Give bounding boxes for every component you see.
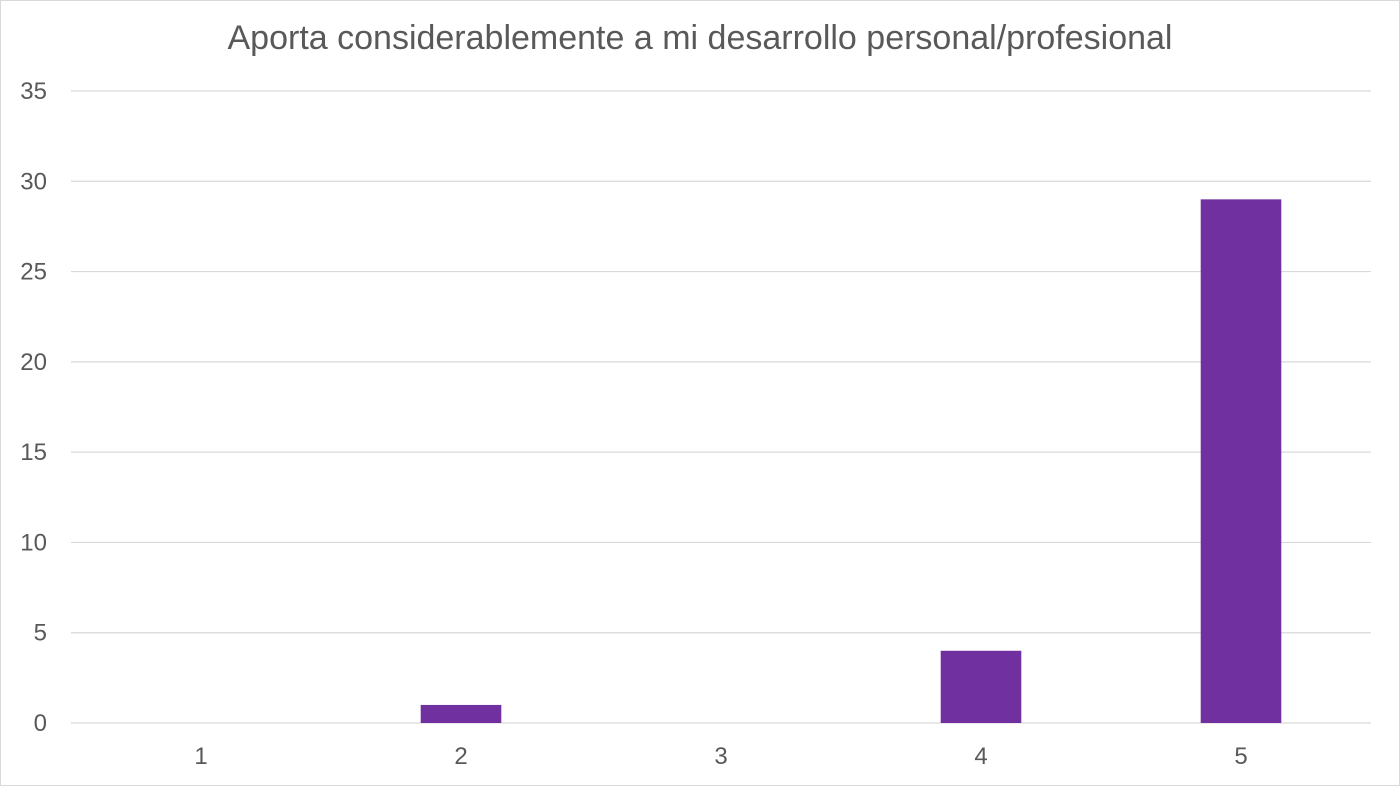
y-tick-label: 10	[20, 529, 47, 556]
bar-5	[1200, 199, 1282, 724]
x-tick-label: 1	[194, 743, 207, 770]
bar-2	[420, 704, 502, 723]
y-tick-label: 30	[20, 168, 47, 195]
bar-4	[940, 650, 1022, 723]
x-tick-label: 2	[454, 743, 467, 770]
y-axis-tick-labels: 0 5 10 15 20 25 30 35	[20, 78, 47, 737]
y-tick-label: 5	[34, 620, 47, 647]
y-tick-label: 15	[20, 439, 47, 466]
x-tick-label: 3	[714, 743, 727, 770]
chart-title: Aporta considerablemente a mi desarrollo…	[227, 19, 1173, 57]
y-tick-label: 25	[20, 259, 47, 286]
y-tick-label: 20	[20, 349, 47, 376]
bars	[420, 199, 1282, 724]
gridlines	[71, 90, 1371, 724]
x-tick-label: 4	[974, 743, 987, 770]
x-axis-tick-labels: 1 2 3 4 5	[194, 743, 1247, 770]
y-tick-label: 35	[20, 78, 47, 105]
y-tick-label: 0	[34, 710, 47, 737]
x-tick-label: 5	[1234, 743, 1247, 770]
